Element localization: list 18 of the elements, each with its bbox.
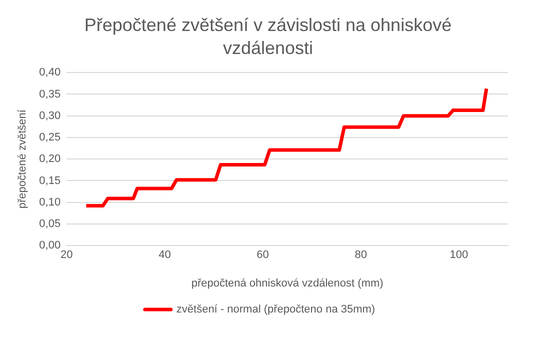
x-tick-label: 60 [256,249,269,262]
x-axis-title: přepočtená ohnisková vzdálenost (mm) [191,277,384,290]
x-tick-label: 80 [354,249,367,262]
legend-label: zvětšení - normal (přepočteno na 35mm) [176,304,376,316]
y-tick-label: 0,00 [39,240,61,252]
chart-title: Přepočtené zvětšení v závislosti na ohniskové vzdálenosti [83,14,453,60]
x-tick-label: 40 [158,249,171,262]
y-tick-label: 0,15 [39,174,61,187]
y-tick-label: 0,10 [39,196,61,208]
y-tick-label: 0,05 [39,218,61,230]
x-tick-label: 20 [60,249,73,262]
x-tick-label: 100 [450,249,468,262]
y-tick-label: 0,20 [39,153,61,166]
y-tick-label: 0,40 [39,66,61,79]
y-tick-label: 0,25 [39,132,61,144]
y-tick-label: 0,35 [39,88,61,100]
y-tick-label: 0,30 [39,110,61,122]
y-axis-title: přepočtené zvětšení [16,108,29,209]
